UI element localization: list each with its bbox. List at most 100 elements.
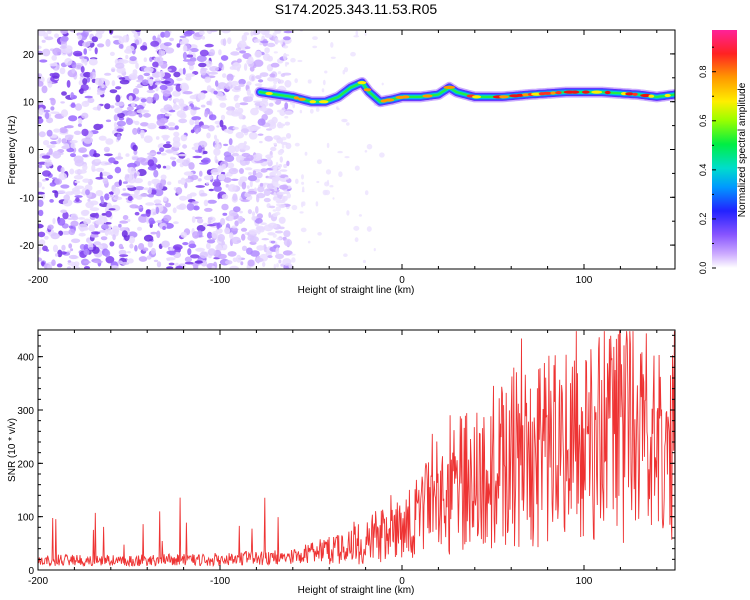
noise-blob xyxy=(244,46,251,50)
noise-blob xyxy=(266,128,272,131)
noise-blob xyxy=(281,195,286,201)
noise-blob xyxy=(234,102,241,109)
noise-blob xyxy=(77,123,82,127)
colorbar-ticks: 0.0 0.2 0.4 0.6 0.8 xyxy=(698,46,716,274)
noise-blob xyxy=(279,184,289,190)
noise-blob xyxy=(114,107,123,114)
noise-blob xyxy=(282,258,292,266)
noise-blob xyxy=(336,106,339,110)
noise-blob xyxy=(321,88,325,93)
noise-blob xyxy=(283,30,293,34)
noise-blob xyxy=(206,100,212,106)
noise-blob xyxy=(164,202,172,208)
noise-blob xyxy=(105,119,112,123)
noise-blob xyxy=(156,119,166,127)
noise-blob xyxy=(264,33,273,38)
noise-blob xyxy=(246,81,252,86)
noise-blob xyxy=(158,49,163,58)
noise-blob xyxy=(127,258,134,264)
noise-blob xyxy=(216,125,220,128)
spectrogram-x-label: Height of straight line (km) xyxy=(298,285,415,296)
noise-blob xyxy=(212,222,220,226)
noise-blob xyxy=(176,158,185,163)
noise-blob xyxy=(283,238,292,247)
noise-blob xyxy=(282,45,289,49)
noise-blob xyxy=(179,35,187,38)
noise-blob xyxy=(65,191,75,196)
noise-blob xyxy=(373,248,376,252)
noise-blob xyxy=(129,243,134,249)
signal-hotspot xyxy=(582,90,590,94)
noise-blob xyxy=(259,42,263,46)
noise-blob xyxy=(238,78,246,85)
snr-marks xyxy=(38,330,675,568)
noise-blob xyxy=(88,58,98,66)
noise-blob xyxy=(283,163,288,169)
noise-blob xyxy=(230,80,239,86)
noise-blob xyxy=(115,62,125,69)
noise-blob xyxy=(353,35,360,38)
noise-blob xyxy=(163,104,173,111)
noise-blob xyxy=(118,179,122,186)
noise-blob xyxy=(254,83,263,87)
noise-blob xyxy=(58,137,62,143)
noise-blob xyxy=(115,86,122,90)
noise-blob xyxy=(217,234,225,242)
noise-blob xyxy=(207,219,211,225)
noise-blob xyxy=(114,166,122,174)
noise-blob xyxy=(127,219,131,222)
noise-blob xyxy=(175,187,183,195)
noise-blob xyxy=(109,241,115,247)
noise-blob xyxy=(122,35,130,43)
noise-blob xyxy=(147,241,153,248)
noise-blob xyxy=(208,114,217,121)
noise-blob xyxy=(299,109,303,114)
noise-blob xyxy=(222,73,227,78)
y-tick-label: 0 xyxy=(28,566,34,577)
noise-blob xyxy=(44,160,53,167)
noise-blob xyxy=(206,239,216,244)
noise-blob xyxy=(54,190,59,198)
noise-blob xyxy=(276,170,282,177)
noise-blob xyxy=(160,152,167,156)
noise-blob xyxy=(350,51,356,57)
noise-blob xyxy=(146,89,155,94)
noise-blob xyxy=(139,129,145,137)
noise-blob xyxy=(81,128,89,137)
noise-blob xyxy=(332,197,335,200)
noise-blob xyxy=(381,82,384,86)
noise-blob xyxy=(69,168,75,175)
noise-blob xyxy=(212,180,222,188)
noise-blob xyxy=(62,199,73,207)
noise-blob xyxy=(162,165,167,169)
noise-blob xyxy=(275,253,284,259)
noise-blob xyxy=(240,199,250,203)
noise-blob xyxy=(133,172,137,179)
noise-blob xyxy=(127,231,138,238)
noise-blob xyxy=(324,181,330,187)
noise-blob xyxy=(198,145,203,153)
noise-blob xyxy=(80,209,89,217)
noise-blob xyxy=(228,167,239,175)
noise-blob xyxy=(290,253,296,256)
noise-blob xyxy=(38,102,44,105)
noise-blob xyxy=(276,263,279,268)
noise-blob xyxy=(78,232,86,237)
noise-blob xyxy=(143,113,151,118)
noise-blob xyxy=(243,63,248,71)
chart-title: S174.2025.343.11.53.R05 xyxy=(274,1,438,17)
noise-blob xyxy=(196,119,200,123)
noise-blob xyxy=(182,67,186,75)
noise-blob xyxy=(201,36,206,40)
noise-blob xyxy=(291,257,296,263)
noise-blob xyxy=(273,263,277,269)
noise-blob xyxy=(75,197,80,202)
noise-blob xyxy=(262,105,266,113)
noise-blob xyxy=(78,223,88,231)
signal-hotspot xyxy=(384,98,395,102)
noise-blob xyxy=(251,126,261,130)
noise-blob xyxy=(253,59,264,67)
noise-blob xyxy=(238,40,247,48)
noise-blob xyxy=(196,218,204,224)
noise-blob xyxy=(118,249,127,256)
